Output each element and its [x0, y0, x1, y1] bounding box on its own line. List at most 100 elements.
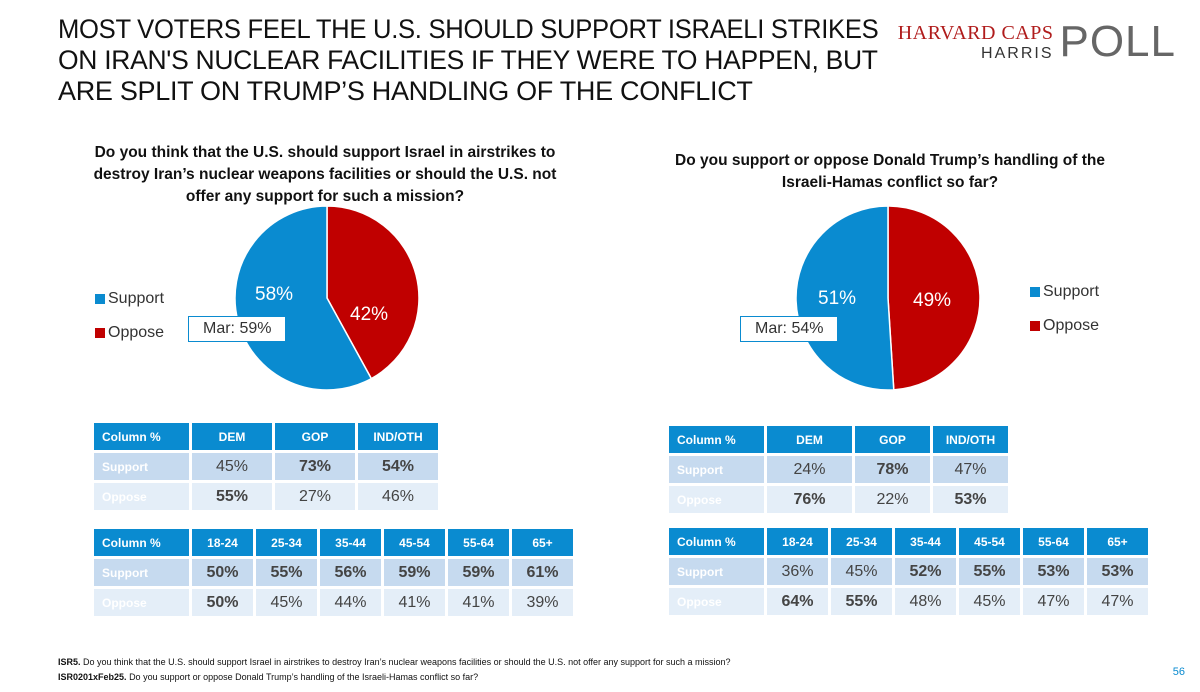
table-header-row: Column % 18-24 25-34 35-44 45-54 55-64 65+ [94, 529, 573, 556]
right-oppose-label: 49% [913, 290, 952, 311]
column-header: GOP [275, 423, 355, 450]
table-cell: 41% [448, 589, 509, 616]
column-header: IND/OTH [933, 426, 1008, 453]
table-cell: 22% [855, 486, 930, 513]
title-line: ON IRAN'S NUCLEAR FACILITIES IF THEY WER… [58, 45, 878, 75]
table-cell: 55% [256, 559, 317, 586]
table-cell: 55% [192, 483, 272, 510]
left-support-label: 58% [255, 284, 294, 305]
table-cell: 44% [320, 589, 381, 616]
left-party-table: Column % DEM GOP IND/OTH Support 45% 73% 54% Opp… [91, 420, 441, 513]
table-row: Oppose 76% 22% 53% [669, 486, 1008, 513]
table-cell: 76% [767, 486, 852, 513]
table-header-row: Column % DEM GOP IND/OTH [669, 426, 1008, 453]
table-row: Oppose 64% 55% 48% 45% 47% 47% [669, 588, 1148, 615]
table-cell: 45% [192, 453, 272, 480]
table-cell: 59% [448, 559, 509, 586]
column-header: 45-54 [959, 528, 1020, 555]
logo-line: HARVARD CAPS [897, 21, 1054, 44]
oppose-swatch [95, 328, 105, 338]
row-label: Oppose [94, 589, 189, 616]
table-row: Support 45% 73% 54% [94, 453, 438, 480]
table-header-row: Column % 18-24 25-34 35-44 45-54 55-64 65+ [669, 528, 1148, 555]
right-support-label: 51% [818, 288, 857, 309]
column-header: 65+ [1087, 528, 1148, 555]
table-row: Support 50% 55% 56% 59% 59% 61% [94, 559, 573, 586]
row-label: Support [669, 558, 764, 585]
footnote-text: Do you support or oppose Donald Trump’s … [129, 672, 479, 682]
table-cell: 47% [933, 456, 1008, 483]
legend-oppose: Oppose [95, 316, 164, 350]
table-cell: 54% [358, 453, 438, 480]
legend-label: Support [108, 290, 165, 307]
table-cell: 55% [831, 588, 892, 615]
table-cell: 56% [320, 559, 381, 586]
table-cell: 55% [959, 558, 1020, 585]
table-cell: 45% [256, 589, 317, 616]
left-legend: Support Oppose [95, 282, 164, 350]
table-cell: 64% [767, 588, 828, 615]
legend-support: Support [95, 282, 164, 316]
table-cell: 47% [1087, 588, 1148, 615]
table-cell: 53% [1087, 558, 1148, 585]
left-chart-question: Do you think that the U.S. should suppor… [93, 144, 557, 205]
column-header: 55-64 [448, 529, 509, 556]
column-header: 35-44 [895, 528, 956, 555]
title-line: ARE SPLIT ON TRUMP’S HANDLING OF THE CON… [58, 76, 753, 106]
row-label: Oppose [669, 486, 764, 513]
column-header: 25-34 [256, 529, 317, 556]
harvard-caps-harris-poll-logo: HARVARD CAPS HARRIS POLL [898, 20, 1176, 64]
column-header: Column % [669, 426, 764, 453]
column-header: Column % [94, 423, 189, 450]
table-row: Support 24% 78% 47% [669, 456, 1008, 483]
table-cell: 73% [275, 453, 355, 480]
page-number: 56 [1172, 666, 1185, 678]
right-age-table: Column % 18-24 25-34 35-44 45-54 55-64 65+ Supp… [666, 525, 1151, 618]
column-header: 35-44 [320, 529, 381, 556]
table-cell: 45% [831, 558, 892, 585]
column-header: 18-24 [192, 529, 253, 556]
column-header: IND/OTH [358, 423, 438, 450]
legend-label: Support [1043, 283, 1100, 300]
pie-slice-oppose [887, 205, 981, 391]
row-label: Oppose [669, 588, 764, 615]
footnote-2: ISR0201xFeb25. Do you support or oppose … [58, 672, 478, 682]
footnote-text: Do you think that the U.S. should suppor… [83, 657, 731, 667]
support-swatch [95, 294, 105, 304]
row-label: Oppose [94, 483, 189, 510]
footnote-1: ISR5. Do you think that the U.S. should … [58, 657, 731, 667]
title-line: MOST VOTERS FEEL THE U.S. SHOULD SUPPORT… [58, 14, 879, 44]
right-march-annotation: Mar: 54% [740, 316, 839, 342]
table-cell: 41% [384, 589, 445, 616]
row-label: Support [669, 456, 764, 483]
table-row: Oppose 55% 27% 46% [94, 483, 438, 510]
column-header: 45-54 [384, 529, 445, 556]
legend-oppose: Oppose [1030, 309, 1099, 343]
table-cell: 46% [358, 483, 438, 510]
table-cell: 50% [192, 589, 253, 616]
column-header: 65+ [512, 529, 573, 556]
pie-slice-support [795, 205, 895, 391]
logo-line: POLL [1059, 17, 1176, 66]
table-cell: 47% [1023, 588, 1084, 615]
column-header: 55-64 [1023, 528, 1084, 555]
table-cell: 61% [512, 559, 573, 586]
table-cell: 78% [855, 456, 930, 483]
table-header-row: Column % DEM GOP IND/OTH [94, 423, 438, 450]
table-cell: 27% [275, 483, 355, 510]
slide-title: MOST VOTERS FEEL THE U.S. SHOULD SUPPORT… [58, 14, 879, 107]
table-cell: 53% [1023, 558, 1084, 585]
column-header: DEM [767, 426, 852, 453]
column-header: GOP [855, 426, 930, 453]
column-header: 25-34 [831, 528, 892, 555]
logo-line: HARRIS [981, 44, 1054, 62]
legend-support: Support [1030, 275, 1099, 309]
footnote-code: ISR5. [58, 657, 81, 667]
table-cell: 39% [512, 589, 573, 616]
logo-text-stack: HARVARD CAPS HARRIS [898, 23, 1054, 62]
table-cell: 59% [384, 559, 445, 586]
right-party-table: Column % DEM GOP IND/OTH Support 24% 78% 47% Opp… [666, 423, 1011, 516]
table-cell: 36% [767, 558, 828, 585]
right-legend: Support Oppose [1030, 275, 1099, 343]
